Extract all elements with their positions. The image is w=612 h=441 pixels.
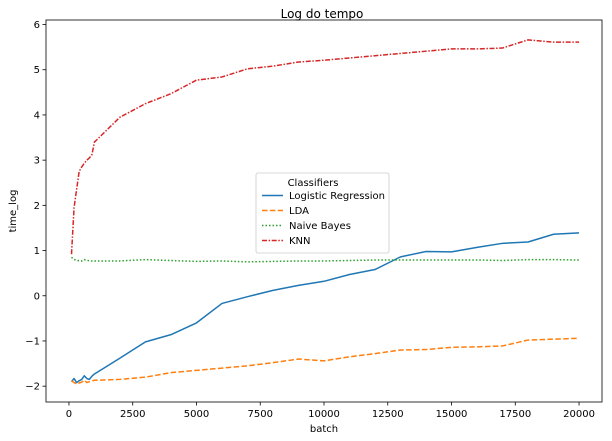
y-tick-label: 6 [34, 20, 40, 31]
y-tick-label: 3 [34, 156, 40, 167]
series-layer [70, 39, 580, 385]
chart-title: Log do tempo [281, 7, 364, 21]
series-line-naive-bayes [71, 256, 580, 263]
x-tick-label: 15000 [436, 409, 468, 420]
x-tick-label: 10000 [308, 409, 340, 420]
y-tick-label: 4 [34, 110, 40, 121]
y-axis: −2 −1 0 1 2 3 4 5 6 [25, 20, 46, 393]
legend-label: KNN [289, 236, 311, 247]
y-tick-label: 2 [34, 201, 40, 212]
x-tick-label: 7500 [248, 409, 273, 420]
legend-label: Naive Bayes [289, 221, 351, 232]
y-tick-label: −2 [25, 382, 40, 393]
x-tick-label: 2500 [120, 409, 145, 420]
legend-entries: Logistic Regression LDA Naive Bayes KNN [262, 191, 385, 247]
series-line-lda [71, 337, 580, 385]
x-axis: 0 2500 5000 7500 10000 12500 15000 17500 20000 [66, 402, 595, 420]
x-tick-label: 5000 [184, 409, 209, 420]
y-tick-label: −1 [25, 336, 40, 347]
legend-title: Classifiers [288, 178, 339, 189]
y-tick-label: 0 [34, 291, 40, 302]
x-tick-label: 20000 [563, 409, 595, 420]
legend-label: LDA [289, 206, 309, 217]
y-tick-label: 5 [34, 65, 40, 76]
legend: Classifiers Logistic Regression LDA Naive … [255, 172, 390, 254]
legend-label: Logistic Regression [289, 191, 385, 202]
x-axis-label: batch [310, 424, 338, 435]
x-tick-label: 17500 [499, 409, 531, 420]
legend-box [255, 172, 390, 254]
series-line-knn [70, 39, 580, 255]
y-tick-label: 1 [34, 246, 40, 257]
x-tick-label: 0 [66, 409, 72, 420]
series-line-logistic-regression [70, 232, 580, 384]
x-tick-label: 12500 [372, 409, 404, 420]
y-axis-label: time_log [8, 190, 19, 233]
